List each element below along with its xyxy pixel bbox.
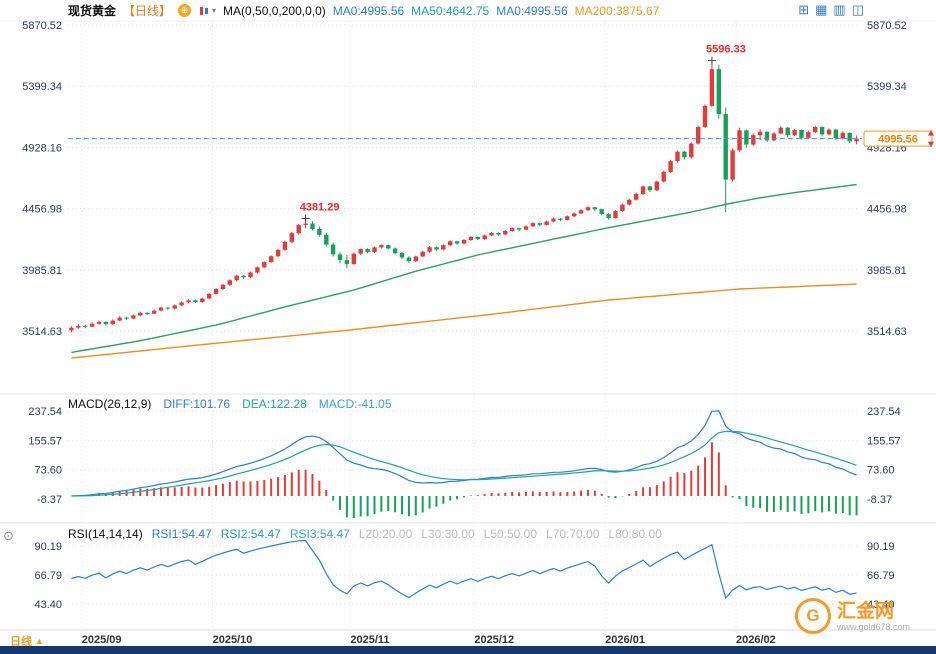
rsi-level-50: L50:50.00 <box>483 527 538 541</box>
axis-label: 4995.56 <box>878 134 918 146</box>
macd-header: MACD(26,12,9) DIFF:101.76 DEA:122.28 MAC… <box>68 397 392 411</box>
axis-label: 5399.34 <box>867 81 907 93</box>
ma50-line <box>71 183 857 354</box>
rsi-level-30: L30:30.00 <box>421 527 475 541</box>
candlestick-series <box>69 60 859 333</box>
axis-label: 43.40 <box>34 599 62 611</box>
macd-lines <box>71 410 857 497</box>
chart-header: 现货黄金 【日线】 ⊕ ▾ MA(0,50,0,200,0,0) MA0:499… <box>0 0 659 21</box>
logo-icon: G <box>794 598 831 634</box>
axis-label: 4456.98 <box>22 204 62 216</box>
macd-dea-value: DEA:122.28 <box>242 397 307 411</box>
logo-name: 汇金网 <box>836 600 894 622</box>
axis-label: 5870.52 <box>22 20 62 32</box>
ma0-value: MA0:4995.56 <box>332 3 405 18</box>
axis-label: 2025/10 <box>213 634 253 646</box>
axis-label: 2025/09 <box>82 634 122 646</box>
rsi3-value: RSI3:54.47 <box>289 527 350 541</box>
ma200-value: MA200:3875.67 <box>574 3 660 18</box>
axis-label: 2026/02 <box>736 634 776 646</box>
axis-label: 2025/12 <box>474 634 514 646</box>
macd-bar-value: MACD:-41.05 <box>318 397 392 411</box>
axis-label: 237.54 <box>28 406 62 418</box>
axis-label: 4381.29 <box>300 201 340 213</box>
axis-label: 155.57 <box>867 435 901 447</box>
ma0b-value: MA0:4995.56 <box>496 3 568 18</box>
axis-label: 3514.63 <box>22 326 62 338</box>
rsi-level-70: L70:70.00 <box>546 527 600 541</box>
ma-formula: MA(0,50,0,200,0,0) <box>223 3 326 18</box>
diff-line <box>71 410 857 497</box>
triangle-up-icon: ▲ <box>35 636 44 646</box>
axis-label: 90.19 <box>34 541 62 553</box>
rsi1-value: RSI1:54.47 <box>151 527 212 541</box>
current-price-tag: 4995.56 <box>863 129 934 148</box>
axis-label: 155.57 <box>28 435 62 447</box>
axis-label: 43.40 <box>867 599 895 611</box>
macd-params: MACD(26,12,9) <box>68 397 152 411</box>
rsi-line <box>71 539 857 600</box>
period-label: 【日线】 <box>123 4 172 18</box>
dea-line <box>71 430 857 497</box>
instrument-link-icon[interactable]: ⊕ <box>178 4 192 17</box>
rsi-params: RSI(14,14,14) <box>68 527 143 541</box>
rsi-level-80: L80:80.00 <box>608 527 662 541</box>
axis-label: 4928.16 <box>22 142 62 154</box>
columns-layout-icon[interactable]: ◫ <box>851 2 864 17</box>
axis-label: 73.60 <box>34 465 62 477</box>
ma50-value: MA50:4642.75 <box>411 3 490 18</box>
axis-label: 237.54 <box>867 406 901 418</box>
gridlines <box>0 20 936 631</box>
grid-layout-icon[interactable]: ▦ <box>815 2 828 17</box>
axis-label: -8.37 <box>37 494 62 506</box>
rsi-header: RSI(14,14,14) RSI1:54.47 RSI2:54.47 RSI3… <box>68 527 662 541</box>
axis-label: 2025/11 <box>350 634 389 646</box>
rsi2-value: RSI2:54.47 <box>220 527 281 541</box>
instrument-name: 现货黄金 <box>68 4 117 18</box>
axis-label: 90.19 <box>867 541 895 553</box>
rsi-level-20: L20:20.00 <box>358 527 413 541</box>
ma200-line <box>71 283 857 359</box>
axis-label: -8.37 <box>867 494 892 506</box>
period-tab[interactable]: 日线 ▲ <box>10 633 44 649</box>
site-logo: G 汇金网 www.gold678.com <box>794 598 910 634</box>
rows-layout-icon[interactable]: ▥ <box>833 2 846 17</box>
axis-label: 5596.33 <box>706 44 746 56</box>
axis-label: 3985.81 <box>22 265 62 277</box>
chevron-down-icon: ▾ <box>212 6 217 15</box>
ma-lines <box>71 183 857 359</box>
split-screen-icon[interactable]: ⊞ <box>798 2 810 17</box>
axis-label: 3985.81 <box>867 265 907 277</box>
axis-label: 3514.63 <box>867 326 907 338</box>
axis-label: 66.79 <box>34 570 62 582</box>
axis-label: 5399.34 <box>22 81 62 93</box>
axis-label: 4456.98 <box>867 204 907 216</box>
candlestick-icon <box>200 6 209 15</box>
axis-label: 2026/01 <box>605 634 645 646</box>
panel-settings-icon[interactable]: ⊙ <box>3 528 14 543</box>
axis-label: 66.79 <box>867 570 895 582</box>
bottom-bar <box>0 646 936 654</box>
scroll-up-icon <box>928 129 934 136</box>
chart-toolbar: ⊞ ▦ ▥ ◫ <box>798 3 864 17</box>
indicator-selector[interactable]: ▾ <box>198 5 216 17</box>
price-annotations: 5596.33 4381.29 <box>300 44 746 223</box>
axis-label: 73.60 <box>867 465 895 477</box>
scroll-down-icon <box>928 141 934 148</box>
macd-diff-value: DIFF:101.76 <box>163 397 231 411</box>
axis-label: 5870.52 <box>867 20 907 32</box>
period-tab-label: 日线 <box>10 636 32 648</box>
logo-url: www.gold678.com <box>836 621 910 632</box>
